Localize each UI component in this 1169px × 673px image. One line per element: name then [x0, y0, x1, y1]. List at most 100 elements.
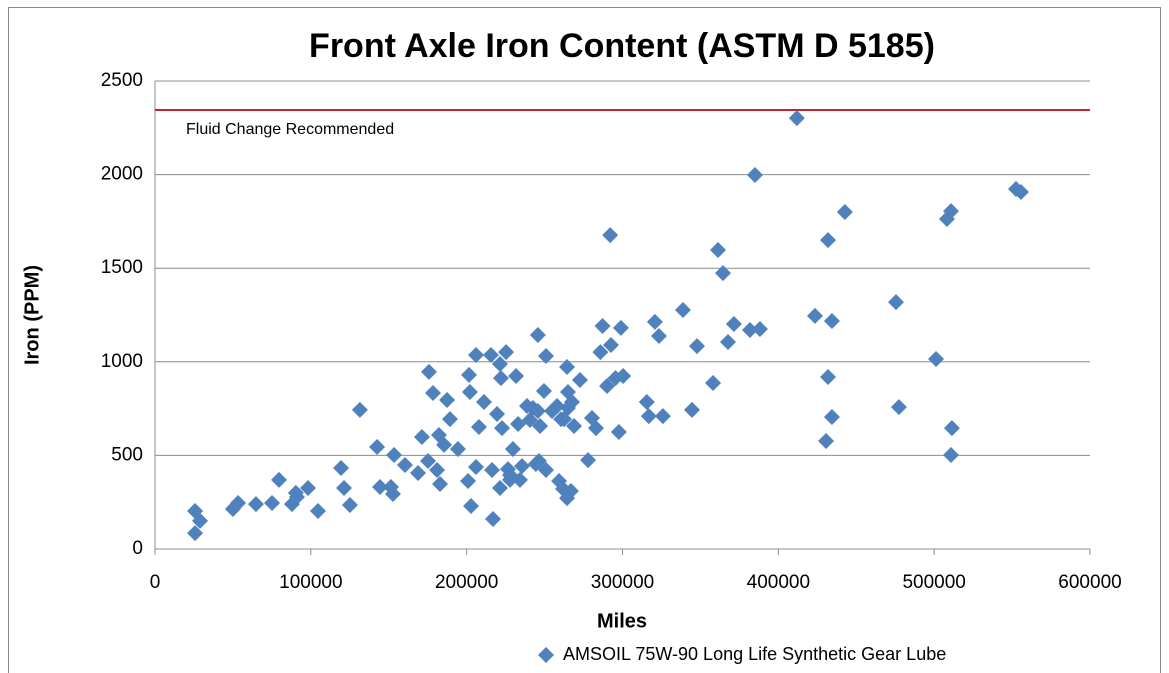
- point: [333, 459, 350, 476]
- point: [264, 494, 281, 511]
- point: [436, 436, 453, 453]
- point: [602, 336, 619, 353]
- point: [482, 347, 499, 364]
- point: [537, 462, 554, 479]
- point: [470, 418, 487, 435]
- chart-frame: [8, 7, 1161, 673]
- point: [396, 456, 413, 473]
- point: [498, 344, 515, 361]
- y-axis-label: Iron (PPM): [21, 265, 43, 365]
- point: [928, 350, 945, 367]
- y-tick-label: 2500: [101, 70, 143, 91]
- point: [592, 344, 609, 361]
- x-tick-label: 600000: [1058, 572, 1121, 593]
- point: [372, 479, 389, 496]
- point: [425, 385, 442, 402]
- point: [741, 321, 758, 338]
- point: [287, 484, 304, 501]
- x-tick-label: 300000: [591, 572, 654, 593]
- point: [384, 485, 401, 502]
- point: [461, 383, 478, 400]
- point: [612, 319, 629, 336]
- point: [887, 294, 904, 311]
- point: [638, 394, 655, 411]
- point: [420, 363, 437, 380]
- point: [823, 312, 840, 329]
- point: [549, 397, 566, 414]
- point: [571, 371, 588, 388]
- point: [942, 203, 959, 220]
- y-tick-label: 1500: [101, 257, 143, 278]
- point: [823, 409, 840, 426]
- point: [599, 377, 616, 394]
- y-tick-label: 2000: [101, 164, 143, 185]
- y-tick-label: 1000: [101, 351, 143, 372]
- point: [588, 420, 605, 437]
- y-tick-label: 500: [111, 444, 143, 465]
- point: [820, 368, 837, 385]
- chart-title: Front Axle Iron Content (ASTM D 5185): [309, 27, 935, 65]
- reference-label: Fluid Change Recommended: [186, 121, 394, 138]
- point: [341, 497, 358, 514]
- point: [537, 347, 554, 364]
- point: [432, 476, 449, 493]
- point: [461, 366, 478, 383]
- point: [688, 338, 705, 355]
- x-axis-label: Miles: [597, 610, 647, 632]
- point: [602, 227, 619, 244]
- point: [529, 327, 546, 344]
- point: [580, 452, 597, 469]
- point: [468, 459, 485, 476]
- x-tick-label: 200000: [435, 572, 498, 593]
- point: [529, 403, 546, 420]
- x-tick-label: 100000: [279, 572, 342, 593]
- point: [594, 318, 611, 335]
- point: [413, 429, 430, 446]
- legend-marker: [538, 647, 554, 663]
- point: [300, 479, 317, 496]
- point: [460, 473, 477, 490]
- x-tick-label: 0: [150, 572, 161, 593]
- point: [468, 347, 485, 364]
- point: [492, 370, 509, 387]
- point: [439, 391, 456, 408]
- point: [230, 494, 247, 511]
- point: [499, 461, 516, 478]
- point: [746, 166, 763, 183]
- point: [788, 110, 805, 127]
- point: [463, 497, 480, 514]
- point: [751, 321, 768, 338]
- point: [504, 441, 521, 458]
- point: [484, 462, 501, 479]
- point: [386, 447, 403, 464]
- point: [943, 420, 960, 437]
- point: [535, 383, 552, 400]
- point: [494, 420, 511, 437]
- point: [351, 401, 368, 418]
- point: [715, 265, 732, 282]
- point: [562, 482, 579, 499]
- point: [610, 424, 627, 440]
- point: [566, 418, 583, 435]
- point: [475, 394, 492, 411]
- point: [836, 204, 853, 221]
- point: [247, 496, 264, 513]
- point: [1012, 184, 1029, 201]
- point: [192, 512, 209, 529]
- point: [646, 313, 663, 330]
- point: [187, 525, 204, 542]
- point: [725, 315, 742, 332]
- point: [429, 462, 446, 479]
- legend-label: AMSOIL 75W-90 Long Life Synthetic Gear L…: [563, 644, 946, 664]
- point: [489, 406, 506, 423]
- point: [513, 458, 530, 475]
- point: [684, 401, 701, 418]
- point: [710, 242, 727, 259]
- point: [492, 479, 509, 496]
- point: [485, 511, 502, 528]
- point: [654, 408, 671, 425]
- point: [942, 447, 959, 464]
- point: [564, 394, 581, 411]
- y-tick-label: 0: [132, 538, 143, 559]
- point: [890, 399, 907, 416]
